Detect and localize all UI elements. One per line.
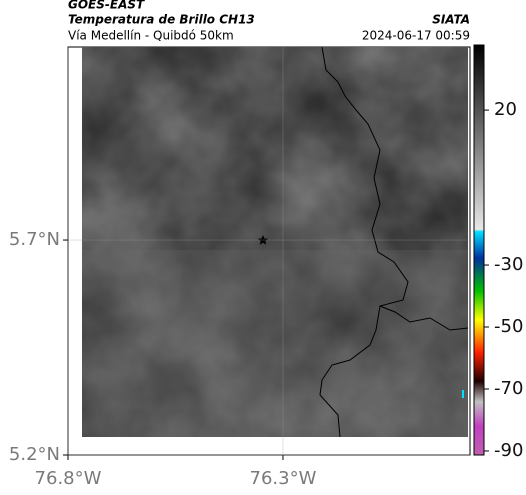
colorbar-tick-label: -30 [494,254,523,275]
source: SIATA [432,13,470,27]
colorbar-tick-label: -90 [494,440,523,461]
colorbar-tick-label: -70 [494,378,523,399]
x-tick-label: 76.3°W [250,468,317,489]
boundary-line [319,46,469,438]
colorbar-tick-label: -50 [494,316,523,337]
shade [82,250,468,437]
x-tick-label: 76.8°W [35,468,102,489]
cold-pixel [462,390,464,398]
title: GOES-EAST [68,0,145,12]
y-tick-label: 5.2°N [9,444,60,465]
datetime: 2024-06-17 00:59 [362,29,470,43]
subtitle: Temperatura de Brillo CH13 [68,13,255,27]
y-tick-label: 5.7°N [9,229,60,250]
region: Vía Medellín - Quibdó 50km [68,29,234,43]
colorbar [473,44,485,456]
colorbar-tick-label: 20 [494,99,517,120]
cloud-texture [82,47,468,437]
